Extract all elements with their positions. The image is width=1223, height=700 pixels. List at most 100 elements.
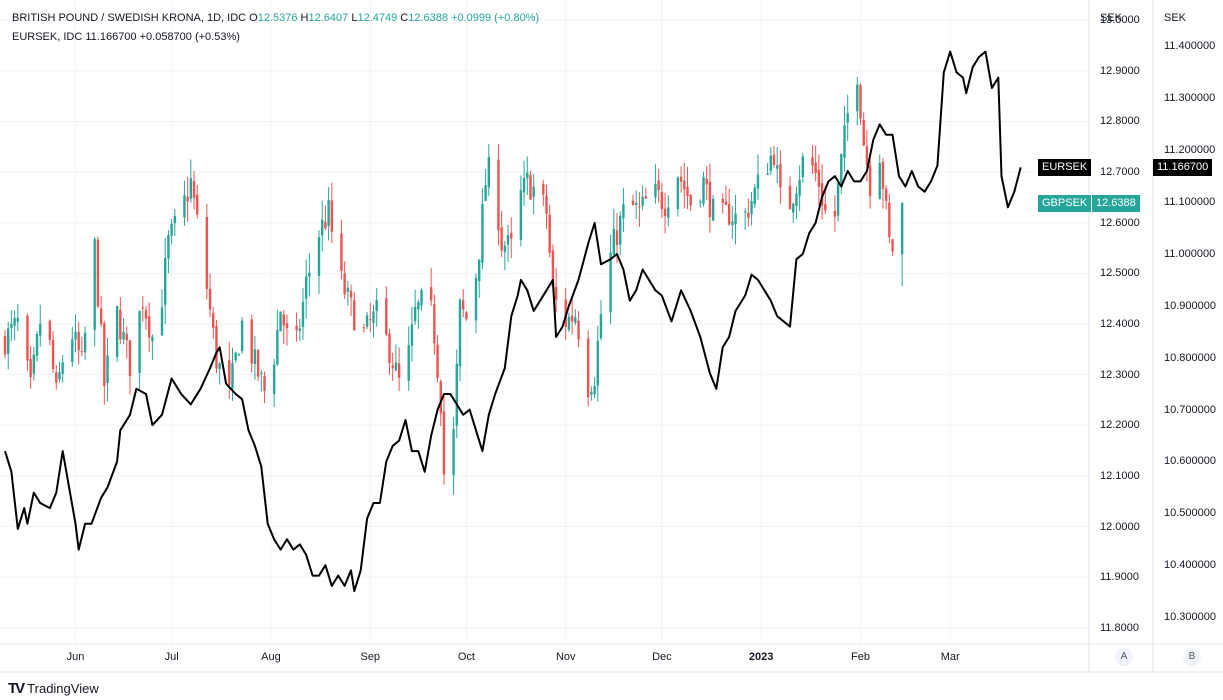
candle [186,176,189,222]
candle [865,130,869,182]
candle-body [48,320,52,340]
x-tick-label: Feb [851,651,870,663]
candle-body [676,177,680,210]
candle [622,187,625,233]
x-tick-label: 2023 [748,651,774,663]
candle [39,304,42,347]
legend-high: 12.6407 [308,12,349,24]
candle-body [80,351,84,353]
candle-body [369,319,372,321]
candle-body [461,300,465,310]
candle-body [506,235,510,245]
candle [7,321,10,370]
candle-body [256,350,260,377]
candle-body [61,362,64,374]
x-tick-label: Jun [66,651,85,663]
candle [10,309,13,341]
candle-body [836,183,840,216]
y-tick-left: 13.0000 [1100,14,1140,27]
candle [128,340,132,395]
tradingview-logo[interactable]: TV TradingView [8,680,99,697]
candle [365,311,369,330]
candle [413,289,417,326]
candle-body [743,211,747,213]
candle-body [51,339,55,369]
candle [29,346,32,389]
candle [683,162,686,209]
candle [612,208,615,256]
candle [285,314,289,346]
candle [205,203,209,300]
candle [80,336,84,357]
candle-body [436,344,439,378]
candle [353,292,356,331]
candle [74,314,77,353]
candle-body [522,177,526,193]
candle [125,326,128,359]
eursek-series-tag: EURSEK [1038,158,1092,176]
candle [833,195,837,232]
candle [843,106,846,172]
candle [859,83,862,125]
candle-body [548,214,551,253]
candle [263,371,266,404]
y-tick-left: 11.9000 [1100,571,1139,584]
candle-body [16,317,20,322]
candle-body [702,177,705,204]
candle [458,298,462,382]
candle-body [711,198,715,221]
candle [663,192,667,234]
candle-body [859,84,862,119]
candle [3,330,7,359]
candle [644,187,648,199]
candle-body [817,169,821,187]
candle-body [58,372,61,380]
candle [455,349,458,439]
candle-body [99,308,103,325]
candle [532,173,535,215]
candle-body [458,299,462,367]
candle [487,144,491,197]
candle [586,330,590,407]
candle-body [798,179,801,196]
gbpsek-candles [3,76,904,495]
auto-scale-button[interactable]: A [1115,648,1133,666]
candle-body [343,273,346,295]
candle [407,326,410,391]
candle [58,361,61,383]
y-tick-left: 12.8000 [1100,115,1140,128]
candle-body [353,300,356,331]
tradingview-icon: TV [8,680,25,697]
candle [461,289,465,318]
candle [747,198,750,227]
candle [478,259,481,299]
candle-body [884,188,888,201]
candle-body [388,333,391,364]
candle-body [641,197,644,206]
candle [410,306,414,362]
candle [151,334,154,360]
legend-second-value: 11.166700 [85,31,137,43]
candle-body [189,178,193,199]
candle-body [615,230,619,245]
candle-body [32,354,36,374]
candle-body [824,204,827,211]
candle [369,302,372,333]
candle [375,288,378,327]
candle-body [686,186,689,197]
candle [26,313,29,371]
candle-body [285,323,289,329]
candle [526,156,529,195]
log-scale-button[interactable]: B [1183,648,1201,666]
candle-body [526,172,529,179]
candle-body [138,310,141,373]
candle-body [167,234,170,259]
candle-body [747,212,750,218]
candle-body [529,174,532,200]
candle-body [596,340,599,386]
candle-body [554,287,558,301]
candle-body [186,196,189,202]
candle [676,176,680,217]
candle [234,351,237,363]
